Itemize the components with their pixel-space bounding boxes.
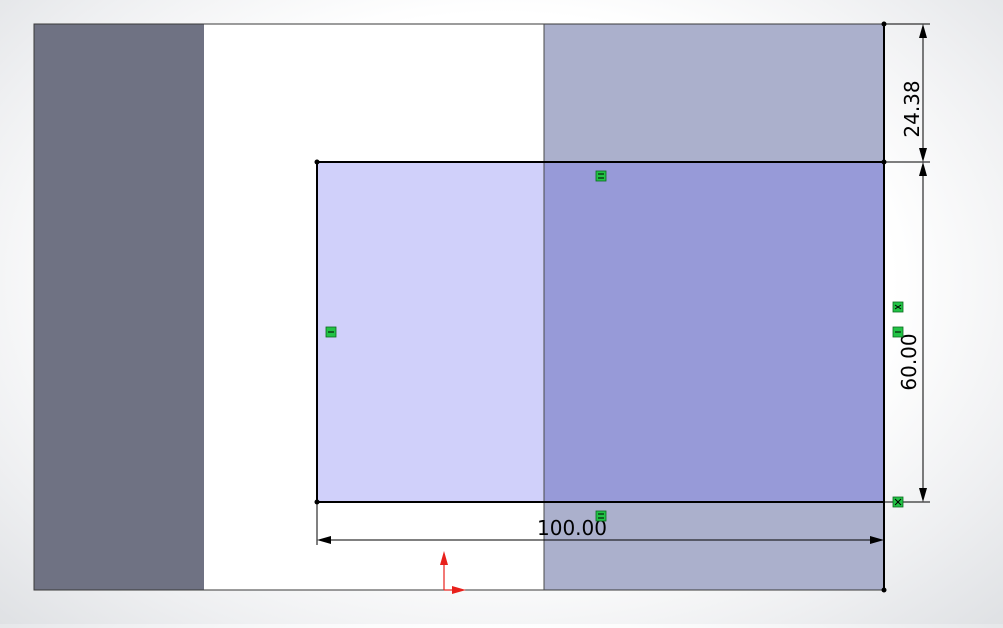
sketch-region-overlap[interactable] bbox=[544, 162, 884, 502]
dimension-top-offset[interactable]: 24.38 bbox=[900, 24, 927, 162]
dark-face[interactable] bbox=[34, 24, 204, 590]
sketch-point[interactable] bbox=[314, 499, 320, 505]
horizontal-relation-icon[interactable] bbox=[595, 510, 607, 522]
coincident-relation-icon[interactable] bbox=[892, 496, 904, 508]
horizontal-relation-icon[interactable] bbox=[595, 170, 607, 182]
origin-icon[interactable] bbox=[440, 551, 466, 594]
vertical-relation-icon[interactable] bbox=[325, 326, 337, 338]
sketch-point[interactable] bbox=[881, 587, 887, 593]
sketch-point[interactable] bbox=[314, 159, 320, 165]
dimension-top-offset-label[interactable]: 24.38 bbox=[900, 80, 924, 137]
dimension-width[interactable]: 100.00 bbox=[317, 516, 884, 544]
extension-lines bbox=[316, 23, 930, 545]
sketch-region-light[interactable] bbox=[317, 162, 544, 502]
dimension-width-label[interactable]: 100.00 bbox=[537, 516, 607, 540]
vertical-relation-icon[interactable] bbox=[892, 326, 904, 338]
dimension-height[interactable]: 60.00 bbox=[897, 162, 927, 502]
dimension-height-label[interactable]: 60.00 bbox=[897, 333, 921, 390]
collinear-relation-icon[interactable] bbox=[892, 301, 904, 313]
